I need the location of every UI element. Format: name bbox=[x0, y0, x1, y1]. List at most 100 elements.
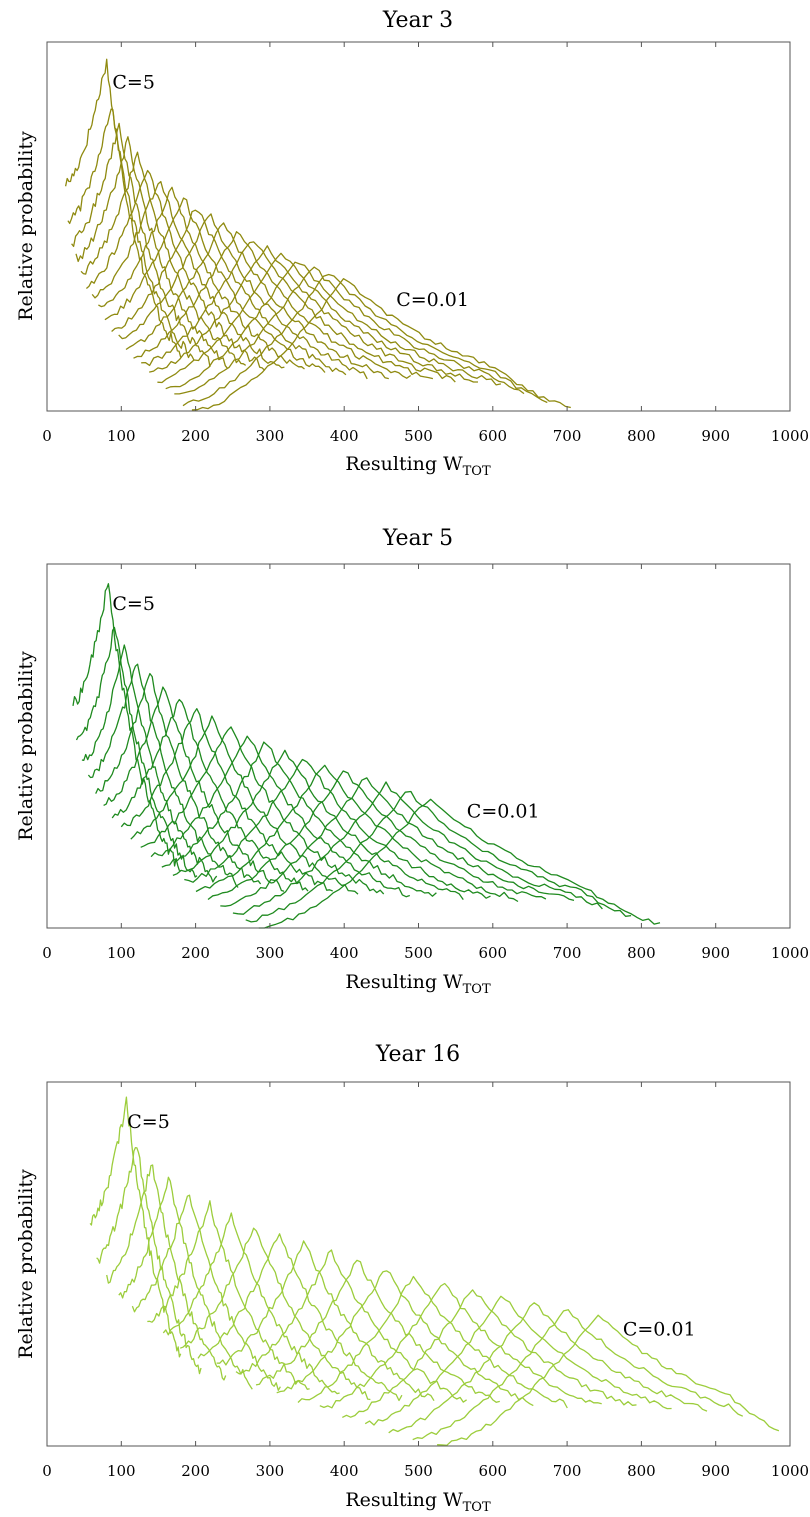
series-line bbox=[207, 770, 547, 901]
panel-1-x-axis-label-subscript: TOT bbox=[463, 464, 491, 479]
series-line bbox=[157, 252, 478, 384]
series-line bbox=[258, 798, 661, 929]
series-line bbox=[197, 1233, 403, 1402]
series-line bbox=[98, 186, 305, 370]
series-line bbox=[232, 781, 603, 915]
x-tick-label: 700 bbox=[553, 1462, 582, 1480]
panel-1-y-axis-label: Relative probability bbox=[15, 131, 37, 321]
series-line bbox=[364, 1295, 672, 1426]
panel-1-title: Year 3 bbox=[382, 8, 453, 33]
panel-1-x-axis-label-main: Resulting W bbox=[345, 453, 463, 475]
panel-1-annotation-c001: C=0.01 bbox=[396, 289, 469, 311]
series-line bbox=[81, 644, 218, 883]
x-tick-label: 600 bbox=[478, 944, 507, 962]
series-line bbox=[130, 715, 359, 895]
series-line bbox=[235, 1249, 467, 1403]
x-tick-label: 0 bbox=[42, 427, 52, 445]
series-line bbox=[245, 790, 632, 923]
panel-3-y-axis-label: Relative probability bbox=[15, 1169, 37, 1359]
panel-2-x-ticks: 0 100 200 300 400 500 600 700 800 900 1000 bbox=[42, 564, 809, 962]
x-tick-label: 200 bbox=[181, 427, 210, 445]
x-tick-label: 1000 bbox=[771, 427, 809, 445]
series-line bbox=[111, 698, 309, 892]
panel-2-title: Year 5 bbox=[382, 526, 453, 551]
panel-2-plot-frame bbox=[46, 563, 791, 929]
series-line bbox=[106, 1164, 227, 1381]
panel-2-annotation-c5: C=5 bbox=[112, 593, 155, 615]
panel-2-curves bbox=[72, 583, 661, 929]
series-line bbox=[161, 741, 437, 897]
series-line bbox=[95, 672, 262, 885]
series-line bbox=[195, 764, 519, 903]
x-tick-label: 400 bbox=[330, 1462, 359, 1480]
series-line bbox=[133, 231, 412, 379]
series-line bbox=[140, 726, 385, 895]
series-line bbox=[191, 278, 571, 411]
series-line bbox=[297, 1275, 568, 1409]
x-tick-label: 900 bbox=[701, 944, 730, 962]
series-line bbox=[342, 1289, 637, 1418]
series-line bbox=[141, 241, 434, 380]
x-tick-label: 700 bbox=[553, 944, 582, 962]
panel-year-5: Year 5 0 100 200 300 400 500 600 700 800 900 1000 … bbox=[15, 526, 809, 997]
x-tick-label: 300 bbox=[256, 427, 285, 445]
x-tick-label: 500 bbox=[404, 944, 433, 962]
series-line bbox=[118, 1176, 253, 1390]
x-tick-label: 700 bbox=[553, 427, 582, 445]
x-tick-label: 400 bbox=[330, 944, 359, 962]
panel-3-x-axis-label: Resulting WTOT bbox=[345, 1489, 491, 1515]
series-line bbox=[75, 626, 198, 878]
panel-3-x-axis-label-subscript: TOT bbox=[463, 1500, 491, 1515]
series-line bbox=[118, 213, 368, 380]
series-line bbox=[319, 1282, 602, 1409]
panel-2-x-axis-label-main: Resulting W bbox=[345, 971, 463, 993]
x-tick-label: 800 bbox=[627, 1462, 656, 1480]
series-line bbox=[131, 1194, 281, 1391]
x-tick-label: 200 bbox=[181, 1462, 210, 1480]
series-line bbox=[104, 197, 326, 373]
panel-3-curves bbox=[89, 1096, 780, 1446]
x-tick-label: 1000 bbox=[771, 1462, 809, 1480]
series-line bbox=[72, 583, 182, 872]
x-tick-label: 100 bbox=[107, 427, 136, 445]
panel-year-16: Year 16 0 100 200 300 400 500 600 700 800 900 1000… bbox=[15, 1042, 809, 1515]
series-line bbox=[87, 663, 239, 888]
x-tick-label: 0 bbox=[42, 1462, 52, 1480]
x-tick-label: 100 bbox=[107, 944, 136, 962]
series-line bbox=[162, 1212, 340, 1395]
panel-3-plot-frame bbox=[46, 1081, 791, 1447]
series-line bbox=[388, 1302, 708, 1434]
x-tick-label: 600 bbox=[478, 1462, 507, 1480]
series-line bbox=[165, 261, 502, 390]
series-line bbox=[111, 209, 347, 376]
panel-2-y-axis-label: Relative probability bbox=[15, 651, 37, 841]
x-tick-label: 900 bbox=[701, 1462, 730, 1480]
series-line bbox=[437, 1314, 780, 1446]
series-line bbox=[412, 1309, 744, 1441]
panel-3-x-axis-label-main: Resulting W bbox=[345, 1489, 463, 1511]
series-line bbox=[67, 108, 195, 361]
panel-1-curves bbox=[64, 58, 571, 411]
panel-3-annotation-c5: C=5 bbox=[127, 1111, 170, 1133]
series-line bbox=[103, 686, 285, 892]
x-tick-label: 600 bbox=[478, 427, 507, 445]
x-tick-label: 0 bbox=[42, 944, 52, 962]
x-tick-label: 300 bbox=[256, 1462, 285, 1480]
panel-1-x-axis-label: Resulting WTOT bbox=[345, 453, 491, 479]
x-tick-label: 300 bbox=[256, 944, 285, 962]
series-line bbox=[179, 1227, 371, 1401]
x-tick-label: 200 bbox=[181, 944, 210, 962]
panel-3-annotation-c001: C=0.01 bbox=[623, 1318, 696, 1340]
panel-3-title: Year 16 bbox=[375, 1042, 460, 1067]
x-tick-label: 100 bbox=[107, 1462, 136, 1480]
panel-year-3: Year 3 0 100 200 300 400 500 600 700 800 900 1000 … bbox=[15, 8, 809, 479]
panel-1-annotation-c5: C=5 bbox=[112, 71, 155, 93]
series-line bbox=[182, 273, 548, 407]
x-tick-label: 1000 bbox=[771, 944, 809, 962]
x-tick-label: 800 bbox=[627, 944, 656, 962]
panel-2-annotation-c001: C=0.01 bbox=[467, 800, 540, 822]
panel-2-x-axis-label: Resulting WTOT bbox=[345, 971, 491, 997]
series-line bbox=[149, 245, 456, 383]
series-line bbox=[125, 222, 389, 380]
